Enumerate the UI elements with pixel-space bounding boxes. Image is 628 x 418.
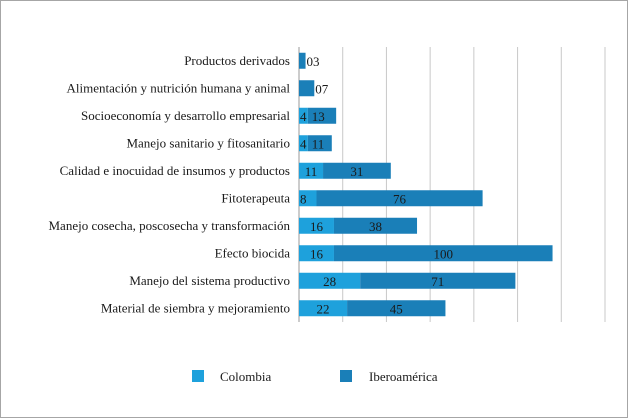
bars [299, 52, 553, 317]
data-label: 38 [369, 219, 382, 234]
bar-colombia [299, 107, 308, 124]
bar-iberoamerica [316, 190, 483, 207]
data-label: 4 [300, 109, 307, 124]
data-label: 11 [312, 136, 325, 151]
data-label: 13 [312, 109, 325, 124]
legend-swatch-colombia [192, 370, 204, 382]
bar-colombia [299, 272, 361, 289]
bar-iberoamerica [347, 300, 446, 317]
bar-iberoamerica [299, 52, 306, 69]
category-label: Manejo sanitario y fitosanitario [126, 135, 290, 150]
bar-colombia [299, 300, 348, 317]
category-label: Fitoterapeuta [221, 190, 290, 205]
bar-colombia [299, 190, 317, 207]
category-labels: Productos derivados Alimentación y nutric… [49, 53, 291, 316]
data-label: 100 [434, 246, 454, 261]
bar-colombia [299, 217, 334, 234]
data-label: 11 [305, 164, 318, 179]
bar-iberoamerica [307, 135, 332, 152]
bar-colombia [299, 245, 334, 262]
data-label: 71 [431, 274, 444, 289]
data-label: 03 [307, 54, 320, 69]
data-label: 16 [310, 219, 324, 234]
category-label: Calidad e inocuidad de insumos y product… [60, 163, 290, 178]
category-label: Socioeconomía y desarrollo empresarial [81, 108, 290, 123]
data-label: 8 [300, 191, 307, 206]
data-label: 28 [323, 274, 336, 289]
data-label: 76 [393, 191, 407, 206]
legend-label-colombia: Colombia [220, 369, 272, 384]
bar-iberoamerica [299, 80, 315, 97]
bar-iberoamerica [333, 217, 418, 234]
value-labels: 03 07 4 13 4 11 11 31 8 76 16 38 16 100 28 71 22 45 [300, 54, 453, 317]
category-label: Alimentación y nutrición humana y animal [67, 80, 291, 95]
data-label: 16 [310, 246, 324, 261]
data-label: 07 [315, 81, 329, 96]
bar-iberoamerica [333, 245, 553, 262]
data-label: 4 [300, 136, 307, 151]
category-label: Manejo del sistema productivo [129, 273, 290, 288]
category-label: Efecto biocida [215, 245, 291, 260]
legend-swatch-iberoamerica [340, 370, 352, 382]
category-label: Material de siembra y mejoramiento [101, 300, 290, 315]
category-label: Productos derivados [184, 53, 290, 68]
data-label: 31 [350, 164, 363, 179]
legend: Colombia Iberoamérica [192, 369, 438, 384]
legend-label-iberoamerica: Iberoamérica [369, 369, 438, 384]
bar-colombia [299, 162, 324, 179]
bar-colombia [299, 135, 308, 152]
data-label: 45 [390, 301, 403, 316]
bar-iberoamerica [323, 162, 391, 179]
data-label: 22 [317, 301, 330, 316]
bar-iberoamerica [307, 107, 337, 124]
category-label: Manejo cosecha, poscosecha y transformac… [49, 218, 291, 233]
bar-iberoamerica [360, 272, 516, 289]
